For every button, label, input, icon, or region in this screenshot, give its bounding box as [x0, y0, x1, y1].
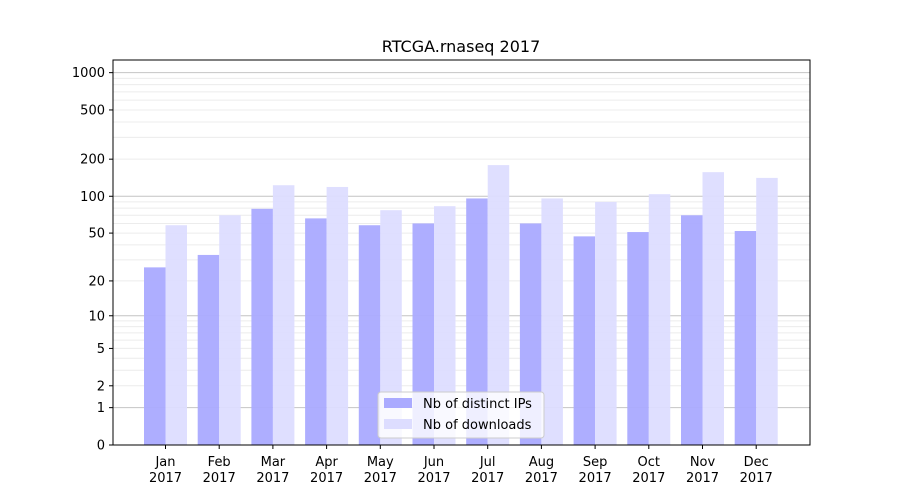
- x-tick-label: Mar: [261, 455, 286, 470]
- y-tick-label: 2: [97, 379, 105, 394]
- bar-downloads: [165, 225, 187, 445]
- y-tick-label: 0: [97, 439, 105, 454]
- bar-downloads: [595, 201, 617, 445]
- y-tick-label: 5: [97, 342, 105, 357]
- legend-label-downloads: Nb of downloads: [423, 418, 532, 433]
- bar-downloads: [434, 206, 456, 445]
- x-tick-label: 2017: [579, 471, 612, 486]
- bar-distinct-ips: [519, 223, 542, 445]
- x-tick-label: 2017: [632, 471, 665, 486]
- legend: Nb of distinct IPs Nb of downloads: [377, 391, 545, 439]
- bar-distinct-ips: [734, 231, 757, 445]
- x-tick-label: Aug: [529, 455, 554, 470]
- x-tick-label: 2017: [310, 471, 343, 486]
- legend-label-ips: Nb of distinct IPs: [423, 397, 532, 412]
- legend-swatch-downloads: [384, 419, 412, 429]
- x-tick-label: Oct: [638, 455, 660, 470]
- x-tick-label: 2017: [256, 471, 289, 486]
- plot-frame: [112, 59, 811, 446]
- bar-distinct-ips: [197, 254, 220, 445]
- x-tick-label: 2017: [525, 471, 558, 486]
- x-tick-label: 2017: [149, 471, 182, 486]
- y-tick-label: 1: [97, 401, 105, 416]
- x-tick-label: 2017: [740, 471, 773, 486]
- x-tick-label: 2017: [471, 471, 504, 486]
- y-tick-label: 200: [80, 153, 105, 168]
- bar-distinct-ips: [412, 223, 434, 445]
- x-tick-label: Dec: [744, 455, 769, 470]
- y-tick-label: 50: [88, 227, 105, 242]
- x-tick-label: Apr: [315, 455, 338, 470]
- y-tick-label: 100: [80, 190, 105, 205]
- bar-distinct-ips: [358, 225, 381, 445]
- bars: [144, 165, 778, 446]
- x-tick-label: 2017: [686, 471, 719, 486]
- x-tick-label: Nov: [690, 455, 716, 470]
- bar-distinct-ips: [681, 215, 703, 445]
- bar-distinct-ips: [144, 267, 166, 445]
- bar-downloads: [219, 215, 241, 445]
- bar-distinct-ips: [305, 218, 327, 445]
- y-tick-label: 500: [80, 103, 105, 118]
- x-tick-label: Jul: [479, 455, 496, 470]
- bar-downloads: [272, 185, 295, 446]
- legend-box: [377, 391, 545, 439]
- y-tick-label: 10: [88, 309, 105, 324]
- bar-downloads: [541, 198, 563, 445]
- bar-distinct-ips: [627, 232, 649, 445]
- bar-downloads: [487, 165, 510, 446]
- bar-downloads: [702, 172, 724, 445]
- y-tick-label: 1000: [72, 66, 105, 81]
- bar-downloads: [756, 177, 778, 446]
- x-tick-label: Feb: [208, 455, 231, 470]
- bar-distinct-ips: [573, 236, 596, 445]
- x-tick-label: 2017: [203, 471, 236, 486]
- legend-swatch-ips: [384, 398, 412, 408]
- x-tick-label: 2017: [417, 471, 450, 486]
- x-tick-label: Jan: [154, 455, 175, 470]
- bar-downloads: [380, 210, 402, 445]
- x-axis: Jan2017Feb2017Mar2017Apr2017May2017Jun20…: [149, 445, 773, 486]
- x-tick-label: Sep: [583, 455, 608, 470]
- x-tick-label: Jun: [423, 455, 444, 470]
- bar-distinct-ips: [466, 198, 488, 445]
- bar-downloads: [648, 194, 671, 445]
- x-tick-label: 2017: [364, 471, 397, 486]
- chart-title: RTCGA.rnaseq 2017: [382, 37, 541, 56]
- y-tick-label: 20: [88, 274, 105, 289]
- y-axis: 0 1 2 5 10 20 50 100 200 500 1000: [72, 66, 113, 454]
- x-tick-label: May: [367, 455, 394, 470]
- bar-distinct-ips: [251, 208, 273, 445]
- bar-downloads: [326, 186, 349, 445]
